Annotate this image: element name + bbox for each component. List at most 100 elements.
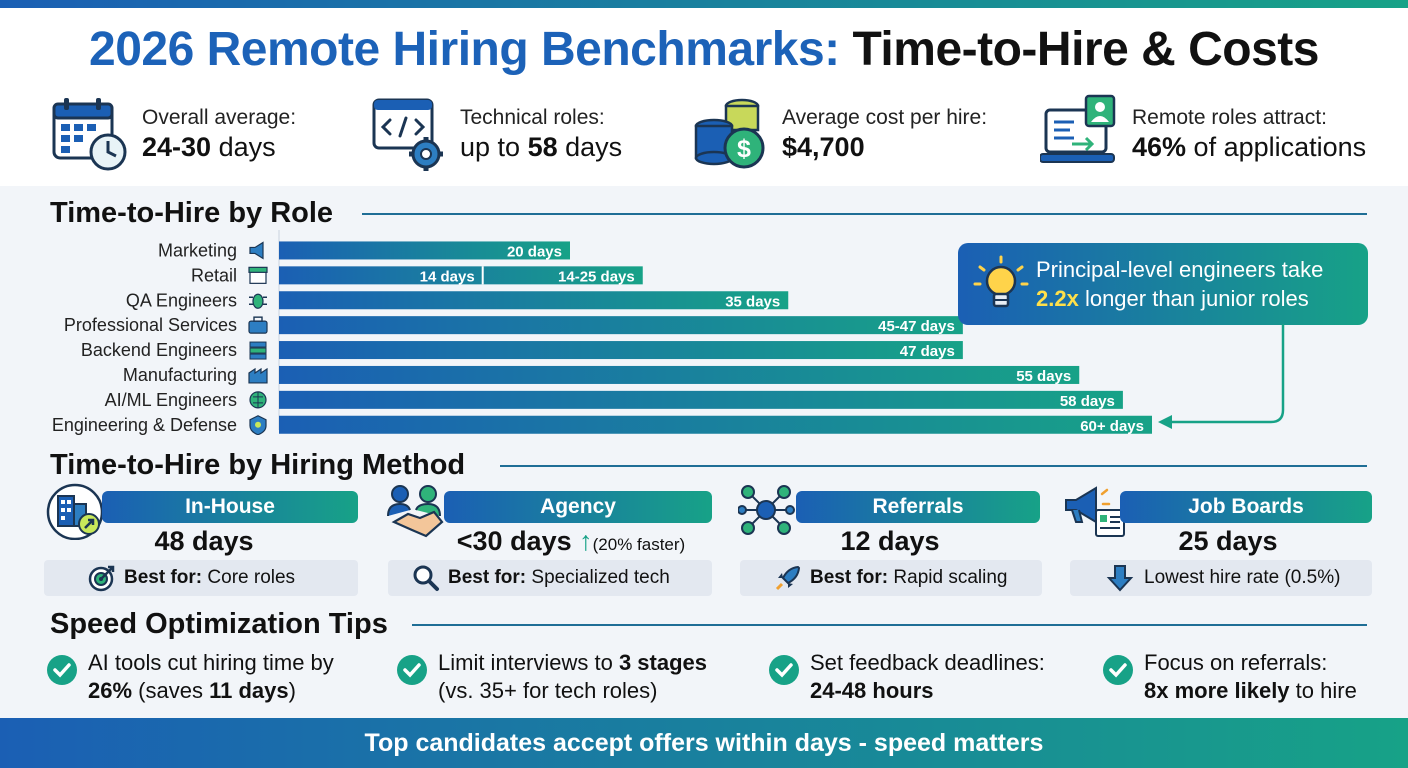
bar-value-label: 55 days	[1016, 368, 1071, 385]
bar	[279, 266, 643, 285]
tip-line-2: 26% (saves 11 days)	[88, 678, 296, 704]
section-title-by-role: Time-to-Hire by Role	[50, 197, 334, 229]
bar-row: Professional Services 45-47 days	[64, 315, 963, 335]
bar	[279, 415, 1152, 434]
best-for-value: Core roles	[202, 567, 296, 588]
stat-value: 46% of applications	[1132, 132, 1366, 163]
magnifier-icon	[413, 565, 439, 591]
svg-text:$: $	[737, 135, 751, 163]
code-gear-icon	[372, 98, 443, 171]
tip-line-1: Focus on referrals:	[1144, 650, 1328, 675]
method-best-for: Best for: Specialized tech	[388, 560, 712, 596]
best-for-value: Specialized tech	[526, 567, 670, 588]
bar-value-label: 58 days	[1060, 393, 1115, 410]
stat-value-unit: days	[211, 132, 276, 162]
category-label: Manufacturing	[123, 365, 237, 385]
laptop-application-icon	[1040, 94, 1116, 163]
briefcase-icon	[248, 316, 268, 334]
bar-value-label: 60+ days	[1080, 418, 1144, 435]
tip-text: )	[288, 678, 296, 703]
principal-engineer-callout: Principal-level engineers take 2.2x long…	[958, 243, 1368, 325]
bar	[279, 316, 963, 335]
title-rest: Time-to-Hire & Costs	[852, 23, 1319, 76]
bar-row: QA Engineers 35 days	[126, 290, 789, 310]
storefront-icon	[248, 266, 268, 284]
megaphone-board-icon	[1065, 486, 1125, 537]
stat-value: up to 58 days	[460, 132, 622, 163]
bar-row: Manufacturing 55 days	[123, 365, 1080, 385]
method-card-referrals: Referrals 12 days Best for: Rapid scalin…	[738, 482, 1068, 602]
category-label: Marketing	[158, 240, 237, 260]
stat-value-bold: 46%	[1132, 132, 1187, 162]
brain-chip-icon	[249, 391, 267, 409]
section-divider	[412, 624, 1367, 626]
bar-value-label: 20 days	[507, 243, 562, 260]
bar-row: Backend Engineers 47 days	[81, 340, 963, 360]
method-days-value: <30 days	[456, 526, 572, 556]
section-title-tips: Speed Optimization Tips	[50, 608, 388, 640]
bar-value-label: 14-25 days	[558, 268, 635, 285]
bar-row: Marketing 20 days	[158, 240, 570, 260]
category-label: Backend Engineers	[81, 340, 237, 360]
method-name-bar: Job Boards	[1120, 491, 1372, 523]
callout-text: Principal-level engineers take 2.2x long…	[1036, 255, 1323, 313]
category-label: Engineering & Defense	[52, 415, 237, 435]
method-days: <30 days ↑(20% faster)	[426, 526, 716, 557]
tip-line-1: Limit interviews to 3 stages	[438, 650, 707, 676]
category-label: Professional Services	[64, 315, 237, 335]
bar	[279, 241, 570, 260]
tip-bold: 26%	[88, 678, 133, 703]
tip-bold: 11 days	[209, 678, 289, 703]
bar-row: AI/ML Engineers 58 days	[105, 390, 1123, 410]
method-days: 48 days	[154, 526, 254, 556]
bar-segment-label: 14 days	[420, 268, 475, 285]
bar-value-label: 47 days	[900, 343, 955, 360]
role-time-to-hire-chart: Marketing 20 days Retail 14 days 14-25 days Q…	[52, 230, 1152, 435]
best-for-value: Rapid scaling	[888, 567, 1008, 588]
building-arrow-icon	[46, 483, 104, 540]
tip-line-2: 8x more likely to hire	[1144, 678, 1357, 704]
up-arrow-icon: ↑	[579, 526, 593, 556]
check-circle-icon	[1103, 655, 1133, 685]
lightbulb-icon	[973, 255, 1029, 308]
stat-value-unit: days	[557, 132, 623, 162]
method-days-note: (20% faster)	[592, 535, 686, 554]
stat-value-prefix: up to	[460, 132, 528, 162]
section-divider	[362, 213, 1367, 215]
method-card-agency: Agency <30 days ↑(20% faster) Best for: …	[386, 482, 716, 602]
tip-text: to hire	[1289, 678, 1357, 703]
method-best-text: Best for: Rapid scaling	[810, 560, 1007, 596]
method-best-for: Lowest hire rate (0.5%)	[1070, 560, 1372, 596]
method-days: 25 days	[1178, 526, 1278, 556]
stat-value-bold: 24-30	[142, 132, 212, 162]
bar-value-label: 45-47 days	[878, 318, 955, 335]
stat-value-unit: of applications	[1186, 132, 1367, 162]
footer-banner: Top candidates accept offers within days…	[0, 718, 1408, 768]
callout-line-1: Principal-level engineers take	[1036, 257, 1324, 282]
stat-label: Overall average:	[142, 106, 297, 129]
callout-multiplier: 2.2x	[1036, 286, 1079, 311]
target-icon	[88, 565, 115, 592]
callout-line-2: longer than junior roles	[1078, 286, 1309, 311]
method-best-text: Best for: Core roles	[124, 560, 295, 596]
bar	[279, 341, 963, 360]
network-people-icon	[738, 485, 795, 535]
category-label: AI/ML Engineers	[105, 390, 237, 410]
bar-row: Retail 14 days 14-25 days	[191, 265, 643, 285]
tip-bold: 8x more likely	[1144, 678, 1290, 703]
tip-text: (saves	[132, 678, 210, 703]
bar	[279, 365, 1080, 384]
best-for-label: Best for:	[448, 567, 527, 588]
tip-line-2: 24-48 hours	[810, 678, 934, 704]
tip-line-2: (vs. 35+ for tech roles)	[438, 678, 658, 703]
title-highlight: 2026 Remote Hiring Benchmarks:	[89, 23, 840, 76]
section-divider	[500, 465, 1367, 467]
stat-value-bold: 58	[527, 132, 558, 162]
category-label: QA Engineers	[126, 290, 237, 310]
method-best-for: Best for: Rapid scaling	[740, 560, 1042, 596]
method-best-text: Best for: Specialized tech	[448, 560, 670, 596]
megaphone-icon	[249, 241, 264, 260]
method-name-bar: Agency	[444, 491, 712, 523]
page-title: 2026 Remote Hiring Benchmarks: Time-to-H…	[0, 22, 1408, 77]
bar-row: Engineering & Defense 60+ days	[52, 415, 1152, 435]
